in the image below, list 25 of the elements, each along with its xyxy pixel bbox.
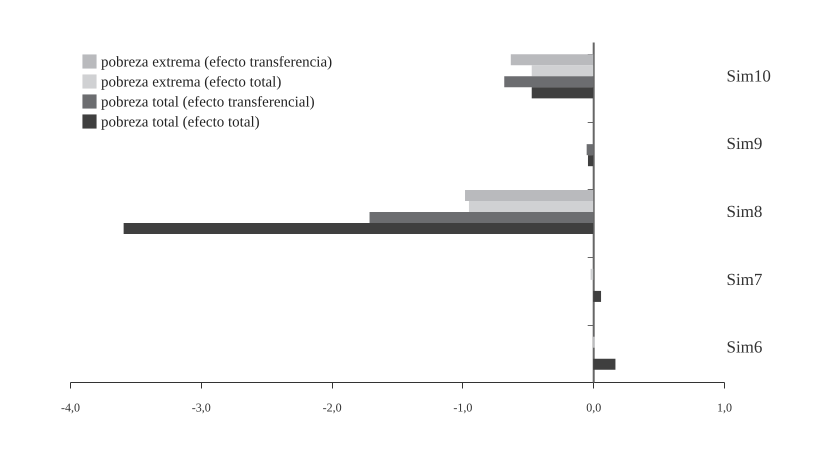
y-tick-label: Sim8 — [726, 202, 762, 221]
y-tick-label: Sim6 — [726, 338, 762, 357]
legend-label: pobreza total (efecto total) — [101, 114, 260, 130]
x-tick-label: 0,0 — [586, 400, 602, 414]
bar — [510, 54, 594, 66]
bar — [124, 223, 594, 234]
x-tick-label: -4,0 — [61, 400, 80, 414]
y-tick-label: Sim10 — [726, 66, 771, 86]
bar — [593, 290, 602, 302]
bar — [465, 190, 594, 201]
bar — [588, 155, 594, 166]
legend-label: pobreza extrema (efecto total) — [101, 74, 282, 90]
bar — [532, 65, 594, 76]
x-tick-label: -2,0 — [322, 400, 342, 414]
y-tick-label: Sim7 — [726, 270, 763, 289]
legend-label: pobreza total (efecto transferencial) — [101, 94, 315, 110]
bar — [593, 358, 616, 370]
bar — [532, 87, 594, 98]
y-tick-label: Sim9 — [726, 134, 762, 154]
x-tick-label: 1,0 — [717, 400, 732, 414]
x-tick-label: -3,0 — [192, 400, 211, 414]
bar — [468, 200, 594, 212]
bar — [590, 268, 594, 280]
legend-label: pobreza extrema (efecto transferencia) — [101, 54, 332, 70]
x-tick-label: -1,0 — [453, 400, 472, 414]
